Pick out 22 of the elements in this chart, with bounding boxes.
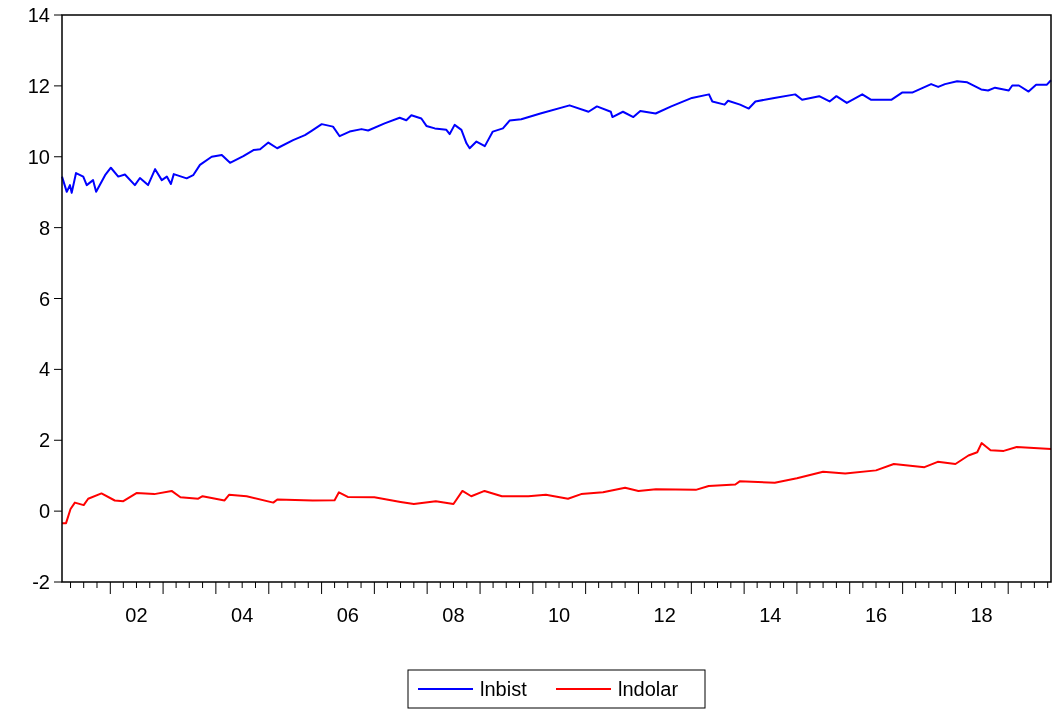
y-tick-label: 8 [38, 216, 50, 239]
y-tick-label: 6 [38, 287, 50, 310]
y-tick-label: 14 [27, 4, 50, 26]
x-tick-label: 12 [653, 604, 676, 626]
x-tick-label: 14 [759, 604, 782, 626]
x-tick-label: 04 [231, 604, 254, 626]
y-tick-label: 2 [38, 429, 50, 452]
x-tick-label: 02 [125, 604, 148, 626]
y-tick-label: 10 [27, 145, 50, 168]
legend-label: lndolar [618, 678, 679, 700]
y-tick-label: 12 [27, 74, 50, 97]
x-tick-label: 10 [547, 604, 571, 626]
x-tick-label: 06 [336, 604, 359, 626]
legend-label: lnbist [480, 678, 528, 700]
x-tick-label: 08 [442, 604, 465, 626]
x-tick-label: 18 [970, 604, 993, 626]
x-tick-label: 16 [864, 604, 888, 626]
line-series [61, 442, 1052, 525]
y-tick-label: -2 [32, 571, 50, 593]
y-tick-label: 0 [38, 500, 50, 523]
y-tick-label: 4 [38, 358, 50, 381]
line-series [61, 79, 1052, 194]
